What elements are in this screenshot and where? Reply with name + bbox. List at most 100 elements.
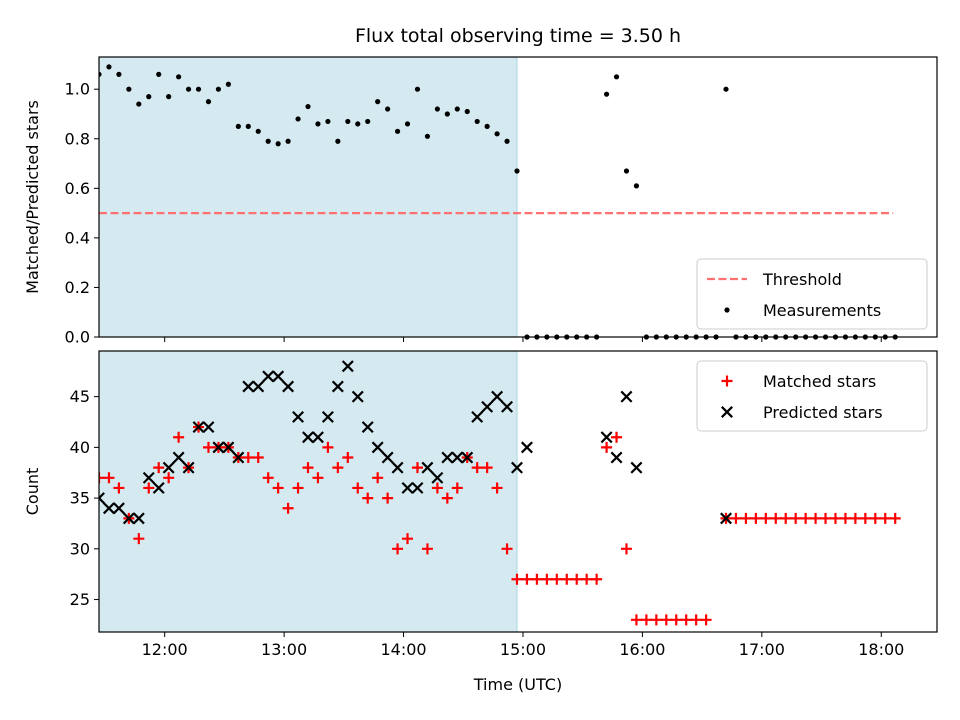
x-axis-label: Time (UTC)	[473, 675, 562, 694]
data-point	[335, 138, 341, 144]
data-point	[484, 123, 490, 129]
data-point	[431, 471, 444, 484]
data-point	[414, 86, 421, 92]
data-point	[262, 370, 275, 383]
data-point	[723, 86, 729, 92]
data-point	[504, 138, 510, 144]
data-point	[613, 74, 620, 80]
y-axis-label: Matched/Predicted stars	[23, 100, 42, 294]
data-point	[424, 133, 431, 139]
y-tick-label: 35	[70, 489, 90, 508]
data-point	[829, 512, 841, 524]
data-point	[362, 492, 374, 504]
data-point	[810, 512, 822, 524]
data-point	[173, 431, 185, 443]
data-point	[630, 461, 643, 474]
data-point	[404, 121, 411, 127]
data-point	[222, 441, 235, 454]
data-point	[411, 462, 423, 474]
data-point	[760, 512, 772, 524]
data-point	[471, 462, 483, 474]
data-point	[372, 472, 384, 484]
y-tick-label: 0.0	[65, 328, 90, 347]
x-tick-label: 12:00	[142, 640, 188, 659]
legend-box	[696, 258, 928, 330]
panel-2: 25 30 35 40 45 12:00 13:00 14:00 15:00 16:00 17:00…	[23, 350, 938, 659]
data-point	[700, 614, 712, 626]
data-point	[265, 138, 271, 144]
x-tick-label: 13:00	[261, 640, 307, 659]
data-point	[285, 138, 291, 144]
data-point	[521, 573, 533, 585]
y-tick-label: 1.0	[65, 80, 90, 99]
data-point	[750, 512, 762, 524]
data-point	[620, 543, 632, 555]
data-point	[494, 131, 500, 137]
data-point	[282, 502, 294, 514]
data-point	[312, 472, 324, 484]
data-point	[581, 573, 593, 585]
shaded-interval	[98, 56, 518, 338]
data-point	[126, 86, 132, 92]
data-point	[730, 512, 742, 524]
data-point	[292, 482, 304, 494]
axes-frame	[98, 56, 938, 338]
data-point	[342, 452, 354, 464]
data-point	[122, 512, 135, 525]
data-point	[99, 71, 102, 77]
data-point	[869, 512, 881, 524]
data-point	[600, 431, 613, 444]
data-point	[434, 106, 440, 112]
data-point	[99, 492, 105, 505]
data-point	[255, 128, 261, 134]
data-point	[491, 390, 504, 403]
data-point	[133, 533, 145, 545]
data-point	[381, 451, 394, 464]
data-point	[464, 108, 470, 115]
legend-label: Measurements	[763, 301, 881, 320]
data-point	[205, 99, 212, 105]
data-point	[650, 614, 662, 626]
data-point	[142, 471, 155, 484]
y-tick-label: 45	[70, 387, 90, 406]
data-point	[163, 472, 175, 484]
data-point	[520, 441, 533, 454]
x-tick-label: 15:00	[500, 640, 546, 659]
y-tick-label: 0.6	[65, 179, 90, 198]
data-point	[720, 512, 732, 525]
data-point	[541, 573, 553, 585]
data-point	[365, 118, 371, 125]
data-point	[481, 400, 494, 413]
data-point	[640, 614, 652, 626]
data-point	[790, 512, 802, 524]
legend-label: Matched stars	[763, 372, 876, 391]
data-point	[99, 472, 105, 484]
data-point	[195, 86, 202, 92]
data-point	[153, 462, 165, 474]
data-point	[849, 512, 861, 524]
data-point	[332, 462, 344, 474]
data-point	[341, 360, 354, 373]
data-point	[375, 99, 381, 105]
data-point	[232, 451, 245, 464]
data-point	[770, 512, 782, 524]
data-point	[262, 472, 274, 484]
data-point	[879, 512, 891, 524]
axes-frame	[98, 350, 938, 633]
data-point	[302, 431, 314, 444]
data-point	[321, 410, 334, 423]
data-point	[176, 74, 182, 80]
data-point	[601, 441, 613, 453]
legend-label: Predicted stars	[763, 403, 883, 422]
series-predicted-stars	[99, 360, 732, 525]
data-point	[461, 451, 474, 464]
data-point	[382, 492, 394, 504]
data-point	[242, 452, 254, 464]
data-point	[152, 481, 165, 494]
data-point	[116, 71, 122, 77]
data-point	[235, 123, 241, 129]
legend: Threshold Measurements	[696, 258, 928, 330]
data-point	[394, 128, 401, 134]
data-point	[162, 461, 175, 474]
